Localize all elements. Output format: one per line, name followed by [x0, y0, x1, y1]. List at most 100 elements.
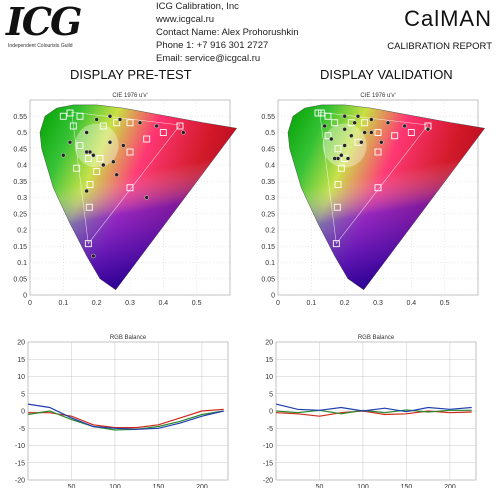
x-tick-label: 0.1 — [58, 300, 68, 307]
x-tick-label: 0 — [28, 300, 32, 307]
measured-point — [114, 172, 119, 177]
logo-subtitle: Independent Colourists Guild — [8, 43, 73, 49]
target-marker — [96, 155, 104, 162]
target-marker — [66, 109, 74, 117]
y-tick-label: 0.35 — [13, 179, 27, 186]
x-tick-label: 50 — [316, 484, 324, 488]
pretest-title: DISPLAY PRE-TEST — [70, 67, 192, 82]
target-marker — [85, 203, 93, 211]
y-tick-label: 0.55 — [261, 114, 275, 121]
y-tick-label: -10 — [263, 443, 273, 450]
y-tick-label: 10 — [265, 374, 273, 381]
cie-chart-validation: 0 0.05 0.1 0.15 0.2 0.25 0.3 0.35 0.4 0.45 0.5 0.55… — [248, 88, 488, 313]
measured-point — [87, 149, 93, 155]
chart-title: RGB Balance — [110, 335, 147, 341]
target-marker — [76, 142, 84, 149]
y-tick-label: 0.3 — [17, 195, 27, 202]
y-tick-label: 0.55 — [13, 114, 27, 121]
x-tick-label: 200 — [444, 484, 456, 488]
x-tick-label: 0.3 — [125, 300, 135, 307]
measured-point — [339, 153, 344, 158]
y-tick-label: 5 — [21, 391, 25, 398]
cie-chart-pretest: 0 0.05 0.1 0.15 0.2 0.25 0.3 0.35 0.4 0.45 0.5 0.55… — [0, 88, 240, 313]
target-marker — [84, 240, 92, 248]
y-tick-label: 0.25 — [13, 211, 27, 218]
target-marker — [334, 181, 342, 188]
x-tick-label: 50 — [68, 484, 76, 488]
x-tick-label: 0.5 — [192, 300, 202, 307]
y-tick-label: 0.45 — [261, 146, 275, 153]
y-tick-label: 0.15 — [261, 244, 275, 251]
x-tick-label: 150 — [153, 484, 165, 488]
y-tick-label: 15 — [265, 357, 273, 364]
target-marker — [324, 132, 332, 140]
report-title: CALIBRATION REPORT — [387, 41, 492, 52]
company-website: www.icgcal.ru — [156, 14, 215, 25]
y-tick-label: 0.15 — [13, 244, 27, 251]
y-tick-label: -15 — [15, 460, 25, 467]
y-tick-label: 0.05 — [261, 276, 275, 283]
company-name: ICG Calibration, Inc — [156, 1, 239, 12]
measured-point — [91, 153, 96, 158]
y-tick-label: 0 — [269, 409, 273, 416]
y-tick-label: 0.45 — [13, 146, 27, 153]
target-marker — [374, 129, 382, 136]
target-marker — [337, 164, 345, 172]
x-tick-label: 0.2 — [92, 300, 102, 307]
contact-block: ICG Calibration, Inc www.icgcal.ru Conta… — [156, 0, 299, 65]
measured-point — [362, 130, 367, 135]
y-tick-label: -20 — [15, 478, 25, 485]
measured-point — [359, 140, 364, 145]
y-tick-label: 20 — [265, 340, 273, 347]
target-marker — [99, 122, 107, 130]
blue-series-line — [27, 403, 224, 430]
y-tick-label: 0.05 — [13, 276, 27, 283]
target-marker — [391, 132, 399, 140]
measured-point — [349, 133, 354, 138]
chart-title: RGB Balance — [358, 335, 395, 341]
green-series-line — [27, 410, 224, 431]
measured-point — [137, 120, 143, 125]
validation-title: DISPLAY VALIDATION — [320, 67, 453, 82]
target-marker — [69, 122, 77, 130]
measured-point — [94, 117, 99, 122]
y-tick-label: 0.3 — [265, 195, 275, 202]
x-tick-label: 0.5 — [440, 300, 450, 307]
target-marker — [73, 164, 81, 172]
x-tick-label: 150 — [401, 484, 413, 488]
measured-point — [425, 127, 431, 132]
y-tick-label: 0.5 — [265, 130, 275, 137]
x-tick-label: 0 — [276, 300, 280, 307]
measured-point — [342, 127, 347, 132]
target-marker — [333, 203, 341, 211]
y-tick-label: 0.1 — [17, 260, 27, 267]
y-tick-label: 15 — [17, 357, 25, 364]
target-marker — [126, 119, 134, 127]
y-tick-label: 0.1 — [265, 260, 275, 267]
measured-point — [329, 136, 334, 142]
y-tick-label: -5 — [267, 426, 273, 433]
target-marker — [407, 129, 415, 136]
brand-title: CalMAN — [404, 6, 492, 31]
target-marker — [314, 109, 322, 117]
target-marker — [59, 112, 67, 120]
measured-point — [342, 143, 347, 148]
x-tick-label: 0.2 — [340, 300, 350, 307]
target-marker — [143, 135, 151, 143]
y-tick-label: -5 — [19, 426, 25, 433]
target-marker — [324, 112, 332, 120]
contact-email: Email: service@icgcal.ru — [156, 53, 261, 64]
target-marker — [331, 119, 339, 127]
measured-point — [154, 123, 159, 129]
target-marker — [126, 184, 134, 192]
red-series-line — [275, 410, 472, 417]
target-marker — [176, 122, 184, 130]
green-series-line — [275, 409, 472, 415]
target-marker — [86, 181, 94, 188]
cie-plot-validation: 0 0.05 0.1 0.15 0.2 0.25 0.3 0.35 0.4 0.45 0.5 0.55… — [261, 93, 486, 307]
measured-point — [342, 114, 347, 119]
y-tick-label: 0 — [23, 293, 27, 300]
measured-point — [84, 188, 89, 194]
